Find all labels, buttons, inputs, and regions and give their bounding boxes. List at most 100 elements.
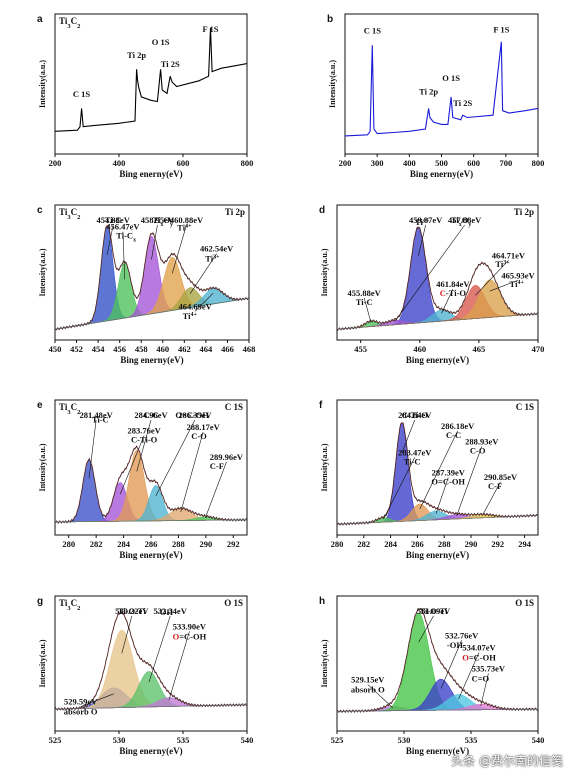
peak-label: Ti4+ [183,311,198,321]
leader-line [194,292,214,312]
leader-line [394,224,465,322]
peak-label: Ti-Cx [116,230,136,243]
x-tick-label: 292 [227,539,240,549]
peak-label: 465.93eV [501,270,535,280]
peak-label: -OH [157,607,173,617]
x-tick-label: 500 [435,158,448,168]
x-tick-label: 530 [113,735,126,745]
survey-spectrum-line [55,27,247,132]
peak-label: C-C [446,430,461,440]
peak-label: TixOy [153,215,174,228]
baseline [337,515,538,525]
panel-c: 450 452 454 456 458 460 462 464 466 468 Bing enern… [37,204,255,365]
x-tick-label: 525 [331,735,344,745]
peak-label: 286.35eV [178,410,212,420]
peak-label: Ti3+ [495,259,510,269]
leader-line [363,297,372,323]
axes-frame [336,399,539,536]
panel-letter: h [319,596,325,607]
peak-label: 464.69eV [178,301,212,311]
peak-label: O 1S [442,73,460,83]
peak-label: 529.59eV [64,697,98,707]
x-tick-label: 535 [465,735,478,745]
x-tick-label: 292 [491,539,504,549]
peak-label: C-Ti-O [402,410,429,420]
x-axis-label: Bing enerny(eV) [410,169,473,179]
peak-label: 283.47eV [398,448,432,458]
peak-label: C-C [143,410,158,420]
x-axis-label: Bing enerny(eV) [120,355,183,365]
leader-line [482,481,501,516]
panel-f: 280 282 284 286 288 290 292 294 Bing enerny(eV) I… [319,399,539,560]
x-tick-label: 540 [241,735,254,745]
peak-label: TixOy [451,215,472,228]
raw-spectrum [55,611,247,712]
peak-label: Ti-C [356,297,373,307]
leader-line [458,652,480,700]
peak-label: O=C-OH [173,631,207,641]
panel-subtitle: O 1S [515,598,534,608]
x-tick-label: 530 [398,735,411,745]
y-axis-label: Intensity(a.u.) [38,443,47,491]
leader-line [383,457,415,520]
leader-line [417,224,426,257]
peak-label: C-F [210,461,224,471]
peak-label: 283.76eV [127,425,161,435]
peak-label: 281.48eV [79,410,113,420]
peak-label: C-Ti-O [131,434,158,444]
peak-label: 458.95eV [141,215,175,225]
x-tick-label: 200 [339,158,352,168]
peak-label: 286.18eV [441,421,475,431]
peak-label: Ti 2S [161,59,180,69]
leader-line [168,631,190,701]
peak-label: O=C-OH [462,652,496,662]
peak-label: Ti 2p [127,50,146,60]
peak-label: 459.87eV [409,215,443,225]
x-tick-label: 700 [499,158,512,168]
leader-line [148,615,171,683]
peak-label: C-F [488,481,502,491]
x-axis-label: Bing enerny(eV) [119,169,182,179]
peak-label: F 1S [203,24,219,34]
leader-line [121,615,133,654]
peak-label: Ti4+ [177,223,192,233]
leader-line [171,224,187,274]
axes-frame [336,204,539,341]
x-tick-label: 290 [465,539,478,549]
watermark-text: 头条 @费尔南的信笺 [451,754,563,768]
baseline [337,313,538,330]
x-tick-label: 465 [473,344,486,354]
x-tick-label: 400 [113,158,126,168]
panel-h: 525 530 535 540 Bing enerny(eV) Intensity(a.u… [319,595,544,756]
y-axis-label: Intensity(a.u.) [38,248,47,296]
leader-line [80,693,114,707]
peak-label: C-Ti-O [440,288,467,298]
peak-label: 532.34eV [154,606,188,616]
panel-subtitle: C 1S [225,402,243,412]
peak-label: Ti4+ [510,279,525,289]
x-tick-label: 458 [135,344,148,354]
panel-title: Ti3C2 [59,402,80,416]
panel-e: 280 282 284 286 288 290 292 Bing enerny(eV) Inte… [37,399,248,560]
leader-line [435,477,449,514]
x-tick-label: 462 [178,344,191,354]
axes-frame [336,595,539,732]
panel-letter: a [37,14,43,25]
x-tick-label: 400 [403,158,416,168]
peak-label: absorb O [64,707,98,717]
x-tick-label: 284 [117,539,131,549]
peak-label: Ti-C [404,456,421,466]
x-tick-label: 282 [357,539,370,549]
panel-d: 455 460 465 470 Bing enerny(eV) Intensity(a.u… [319,204,544,365]
x-axis-label: Bing enerny(eV) [406,746,469,756]
x-tick-label: 452 [70,344,83,354]
panel-subtitle: O 1S [224,598,243,608]
leader-line [489,279,519,292]
peak-label: -OH [447,640,463,650]
x-tick-label: 280 [331,539,344,549]
peak-label: Ti-O-Ti [118,606,147,616]
leader-line [122,231,126,280]
y-axis-label: Intensity(a.u.) [320,248,329,296]
x-axis-label: Bing enerny(eV) [119,746,182,756]
